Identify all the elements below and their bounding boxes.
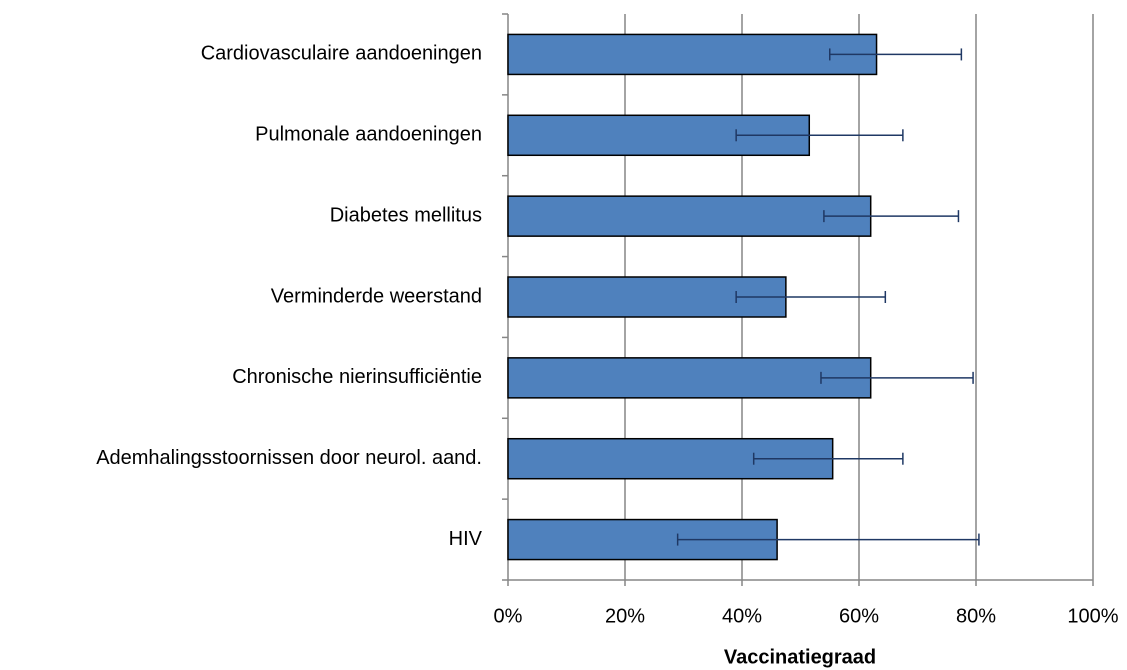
y-tick-label: Chronische nierinsufficiëntie	[232, 366, 482, 388]
bar	[507, 357, 872, 399]
y-tick-label: Pulmonale aandoeningen	[255, 124, 482, 146]
x-axis-title: Vaccinatiegraad	[724, 646, 876, 668]
x-tick-label: 40%	[722, 605, 762, 627]
y-tick-label: HIV	[449, 528, 483, 550]
x-tick-label: 80%	[956, 605, 996, 627]
y-tick-label: Verminderde weerstand	[271, 285, 482, 307]
y-tick-label: Ademhalingsstoornissen door neurol. aand…	[96, 447, 482, 469]
y-tick-label: Cardiovasculaire aandoeningen	[201, 43, 482, 65]
x-tick-label: 20%	[605, 605, 645, 627]
x-tick-label: 100%	[1067, 605, 1118, 627]
x-tick-label: 0%	[494, 605, 523, 627]
bar	[507, 33, 878, 76]
y-tick-label: Diabetes mellitus	[330, 204, 482, 226]
bar	[507, 195, 872, 237]
x-tick-label: 60%	[839, 605, 879, 627]
